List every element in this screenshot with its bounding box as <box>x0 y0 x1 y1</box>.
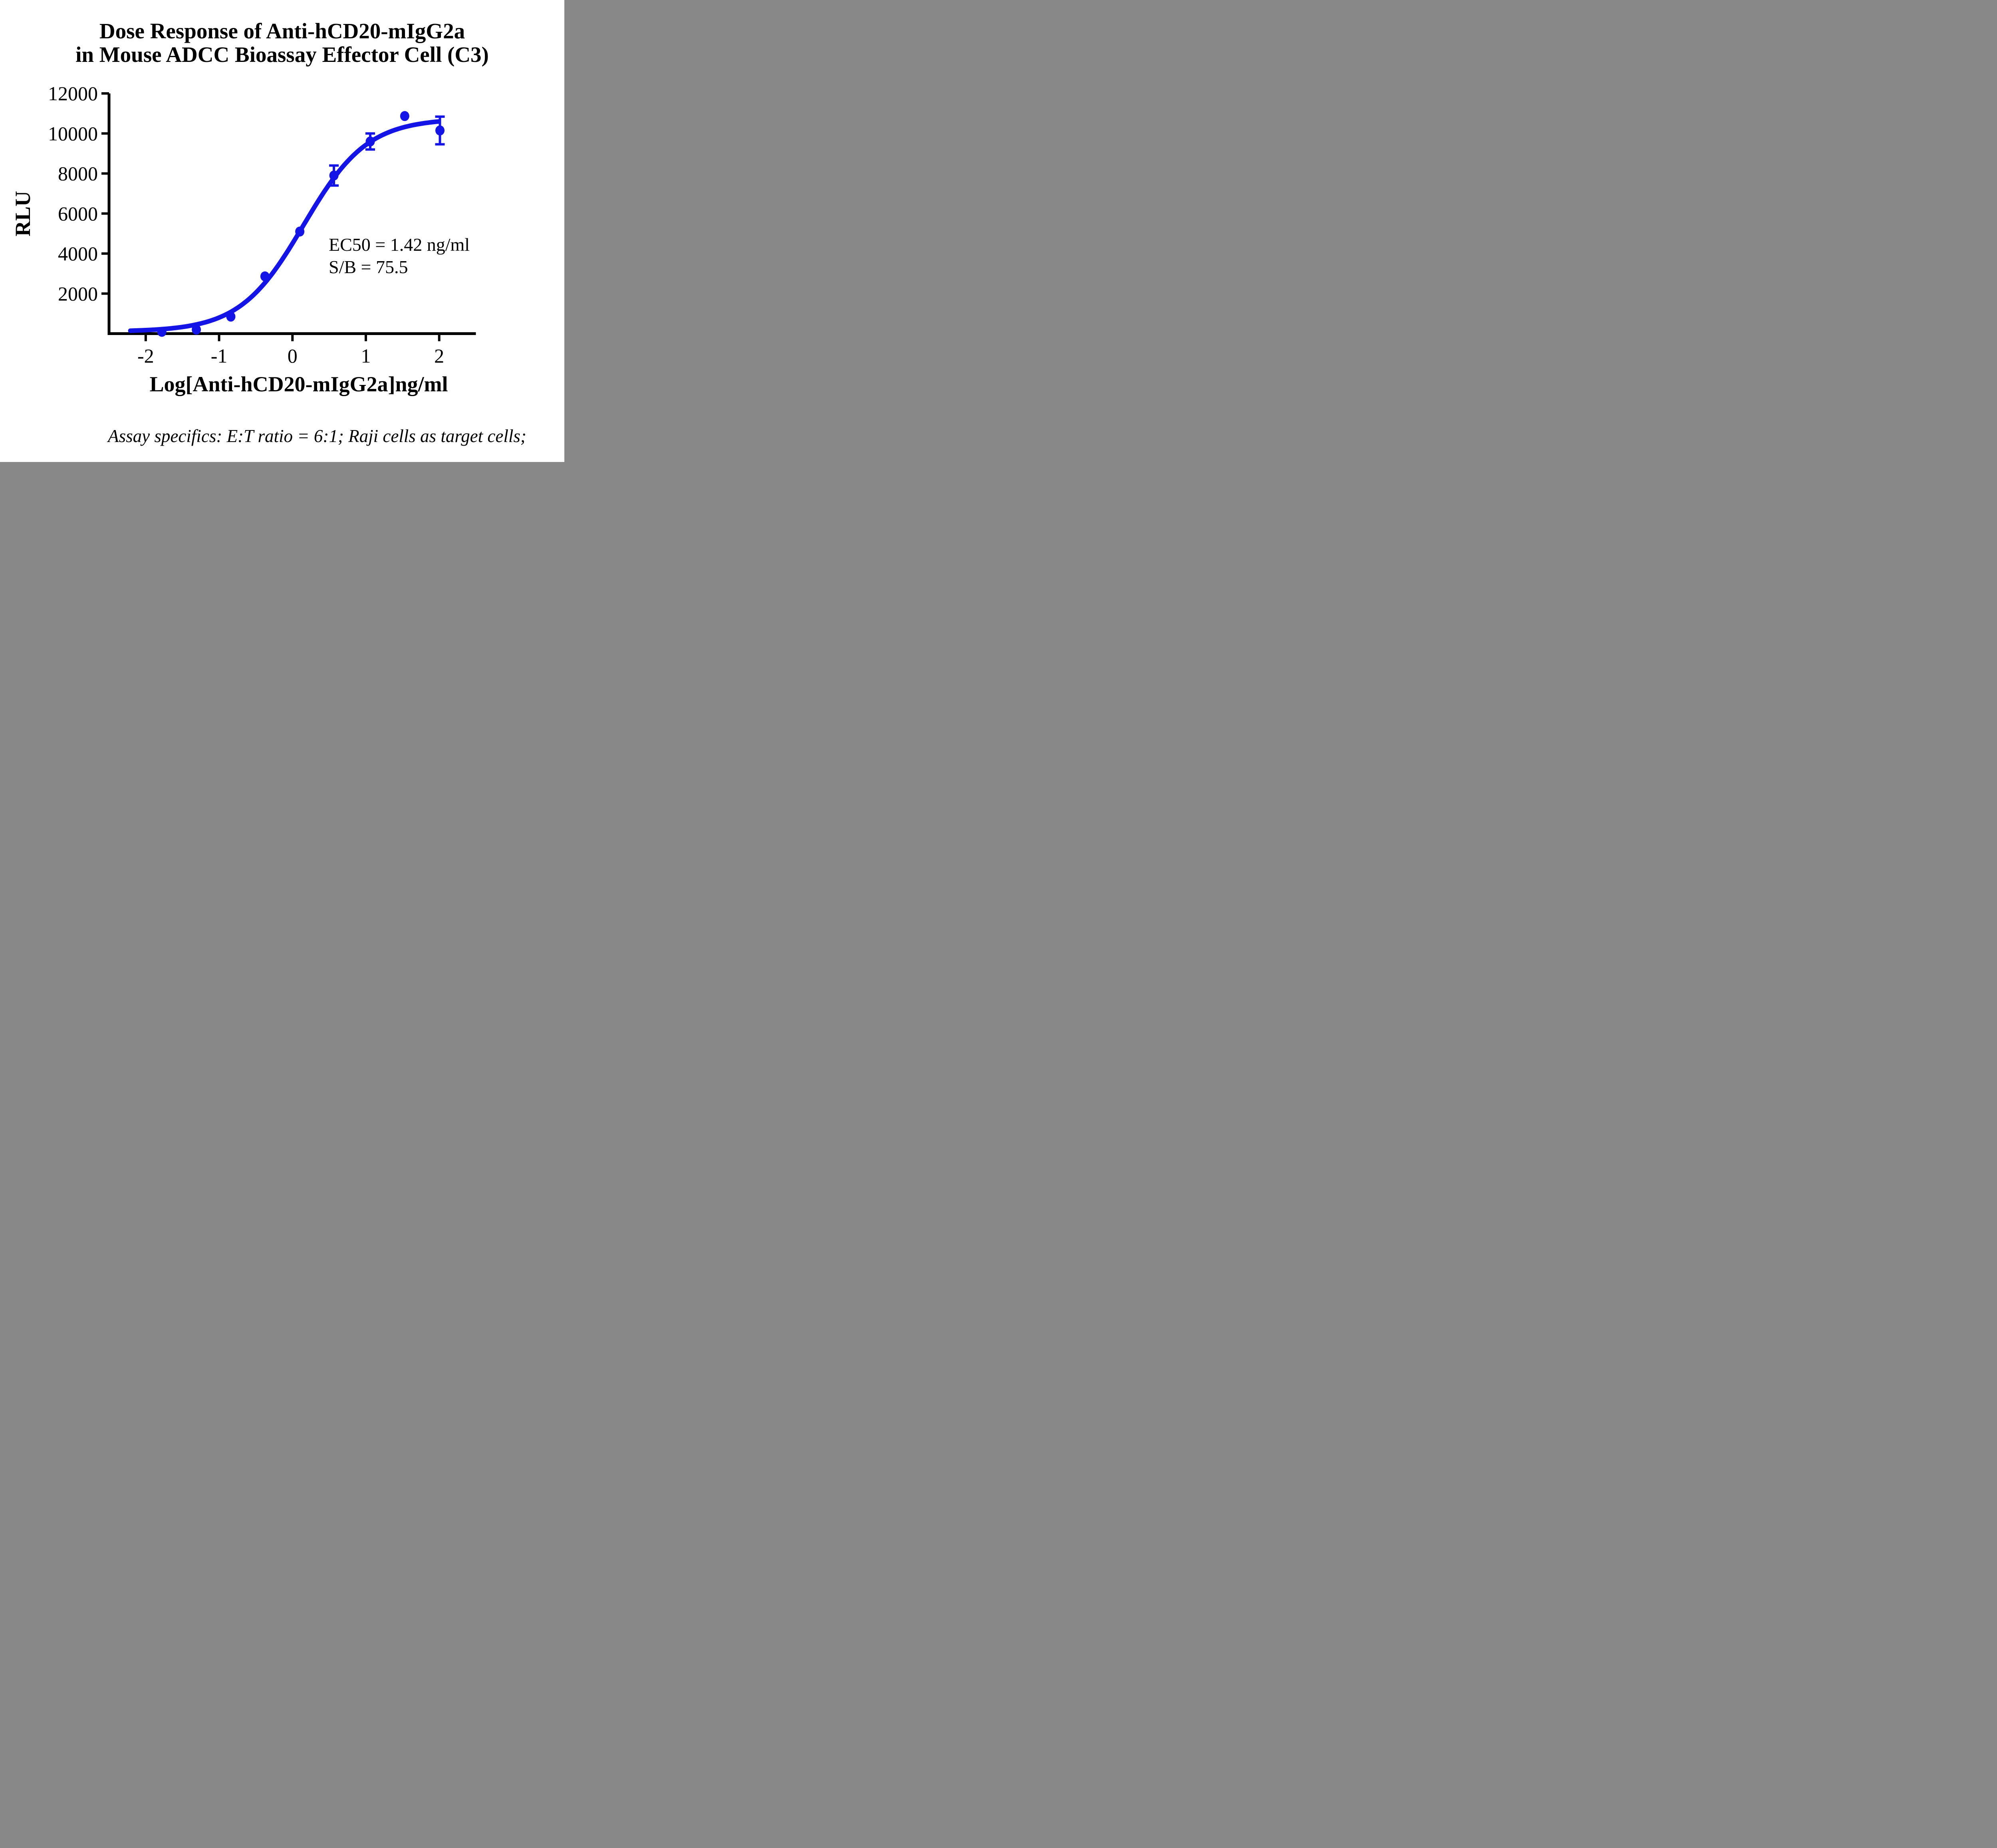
fit-curve <box>128 119 441 333</box>
x-tick-label: 2 <box>434 345 444 367</box>
y-tick-label: 4000 <box>58 242 98 265</box>
data-point <box>192 324 201 335</box>
y-tick-label: 2000 <box>58 282 98 305</box>
x-tick-label: 1 <box>361 345 371 367</box>
y-axis-title: RLU <box>11 191 35 236</box>
x-axis-title: Log[Anti-hCD20-mIgG2a]ng/ml <box>149 372 448 396</box>
data-point <box>365 136 375 147</box>
y-tick-label: 12000 <box>48 82 98 105</box>
data-point <box>295 226 305 237</box>
chart-title-line-2: in Mouse ADCC Bioassay Effector Cell (C3… <box>75 42 489 67</box>
data-point <box>329 171 339 181</box>
figure-page: Dose Response of Anti-hCD20-mIgG2a in Mo… <box>0 0 564 462</box>
dose-response-plot: 2000 4000 6000 8000 10000 12000 -2 -1 0 1 2 RLU Log[… <box>11 82 476 396</box>
x-tick-label: 0 <box>288 345 298 367</box>
axes-frame <box>107 93 476 335</box>
data-point <box>260 271 270 282</box>
data-point <box>157 327 167 337</box>
sb-annotation: S/B = 75.5 <box>329 257 408 277</box>
data-point <box>226 311 236 322</box>
data-point <box>435 125 445 136</box>
ec50-annotation: EC50 = 1.42 ng/ml <box>329 234 470 255</box>
y-tick-label: 8000 <box>58 163 98 185</box>
data-point <box>400 111 409 121</box>
assay-caption: Assay specifics: E:T ratio = 6:1; Raji c… <box>108 426 526 446</box>
chart-title-line-1: Dose Response of Anti-hCD20-mIgG2a <box>99 19 465 43</box>
x-tick-label: -2 <box>137 345 154 367</box>
chart-title: Dose Response of Anti-hCD20-mIgG2a in Mo… <box>0 19 564 67</box>
x-tick-label: -1 <box>211 345 228 367</box>
y-tick-label: 6000 <box>58 202 98 225</box>
y-tick-label: 10000 <box>48 122 98 145</box>
